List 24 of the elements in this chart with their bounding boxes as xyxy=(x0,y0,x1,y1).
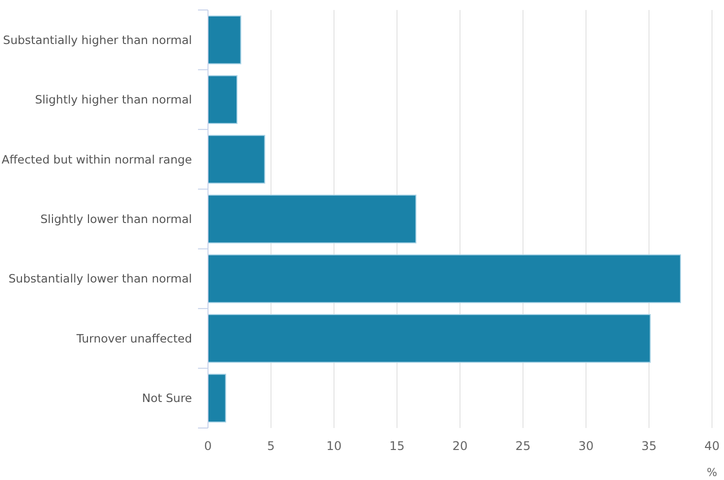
x-tick-label: 0 xyxy=(204,439,212,453)
bar xyxy=(208,254,681,304)
bar xyxy=(208,374,226,423)
y-tick-label: Not Sure xyxy=(142,391,192,406)
y-tick-label: Substantially lower than normal xyxy=(8,272,192,286)
x-axis-title: % xyxy=(706,466,718,479)
bar xyxy=(208,314,651,363)
y-tick-label: Turnover unaffected xyxy=(75,331,192,346)
x-tick-label: 10 xyxy=(326,439,342,453)
bar xyxy=(208,15,242,64)
y-tick-label: Slightly lower than normal xyxy=(40,212,192,226)
y-tick-label: Slightly higher than normal xyxy=(34,92,192,107)
x-tick-label: 15 xyxy=(389,439,405,453)
x-tick-label: 35 xyxy=(641,439,657,453)
bar xyxy=(208,75,238,124)
y-tick-label: Substantially higher than normal xyxy=(3,32,192,47)
x-tick-label: 40 xyxy=(704,439,720,453)
bar xyxy=(208,194,416,244)
bar xyxy=(208,134,266,184)
y-tick-label: Affected but within normal range xyxy=(2,152,192,166)
x-tick-label: 30 xyxy=(578,439,594,453)
x-tick-label: 20 xyxy=(452,439,468,453)
x-tick-label: 25 xyxy=(515,439,531,453)
x-tick-label: 5 xyxy=(267,439,275,453)
